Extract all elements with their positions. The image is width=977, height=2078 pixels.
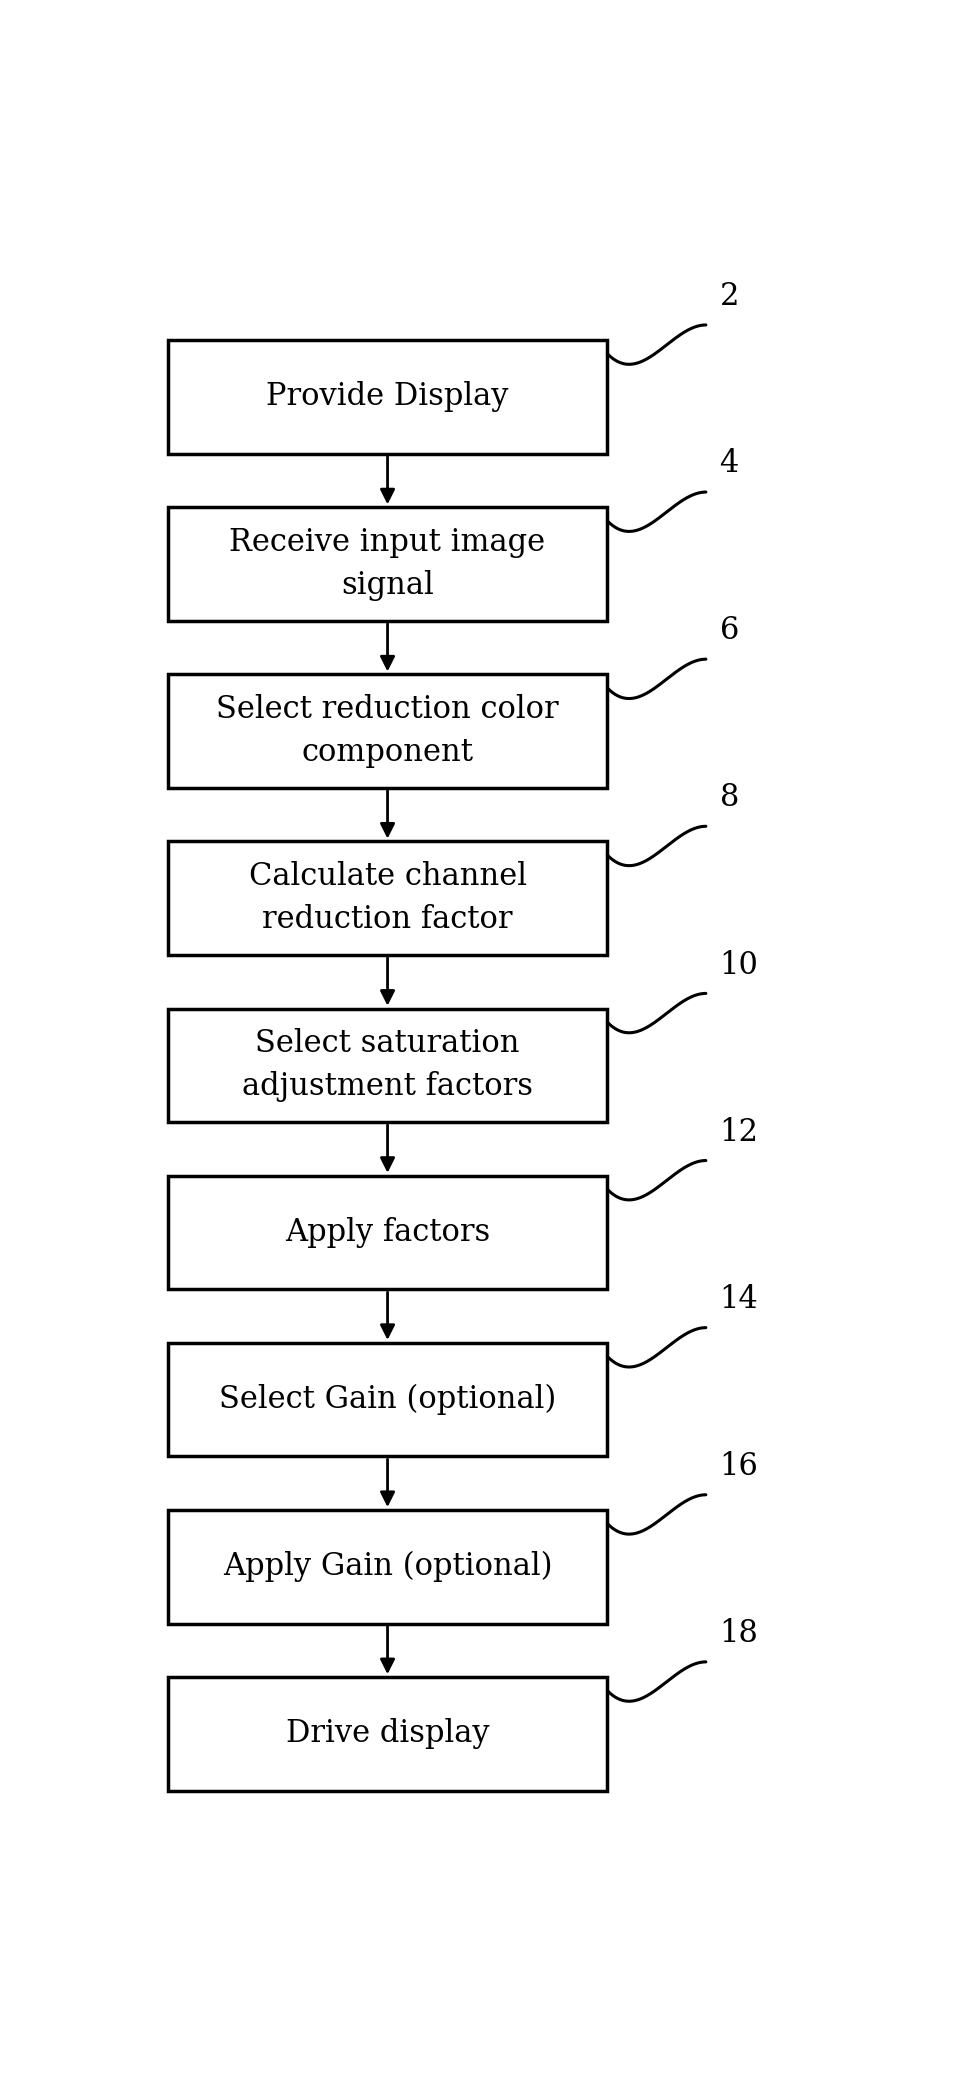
Bar — [168, 842, 607, 956]
Text: 6: 6 — [719, 615, 739, 646]
Text: 16: 16 — [719, 1450, 757, 1482]
Text: 8: 8 — [719, 783, 739, 812]
Text: Select reduction color
component: Select reduction color component — [216, 694, 558, 769]
Bar — [168, 341, 607, 453]
Text: 4: 4 — [719, 449, 738, 480]
Text: 10: 10 — [719, 950, 757, 981]
Text: Calculate channel
reduction factor: Calculate channel reduction factor — [248, 860, 526, 935]
Text: Provide Display: Provide Display — [266, 382, 508, 411]
Text: Select saturation
adjustment factors: Select saturation adjustment factors — [241, 1029, 532, 1103]
Text: Apply Gain (optional): Apply Gain (optional) — [223, 1550, 552, 1581]
Bar — [168, 1511, 607, 1623]
Text: 18: 18 — [719, 1619, 757, 1650]
Text: Select Gain (optional): Select Gain (optional) — [219, 1384, 556, 1415]
Bar — [168, 1176, 607, 1288]
Bar — [168, 1342, 607, 1457]
Text: Apply factors: Apply factors — [284, 1218, 489, 1249]
Text: 2: 2 — [719, 281, 739, 312]
Text: 12: 12 — [719, 1116, 758, 1147]
Text: Drive display: Drive display — [285, 1719, 488, 1750]
Bar — [168, 675, 607, 788]
Text: 14: 14 — [719, 1284, 757, 1315]
Bar — [168, 1677, 607, 1791]
Bar — [168, 1008, 607, 1122]
Bar — [168, 507, 607, 621]
Text: Receive input image
signal: Receive input image signal — [230, 528, 545, 601]
